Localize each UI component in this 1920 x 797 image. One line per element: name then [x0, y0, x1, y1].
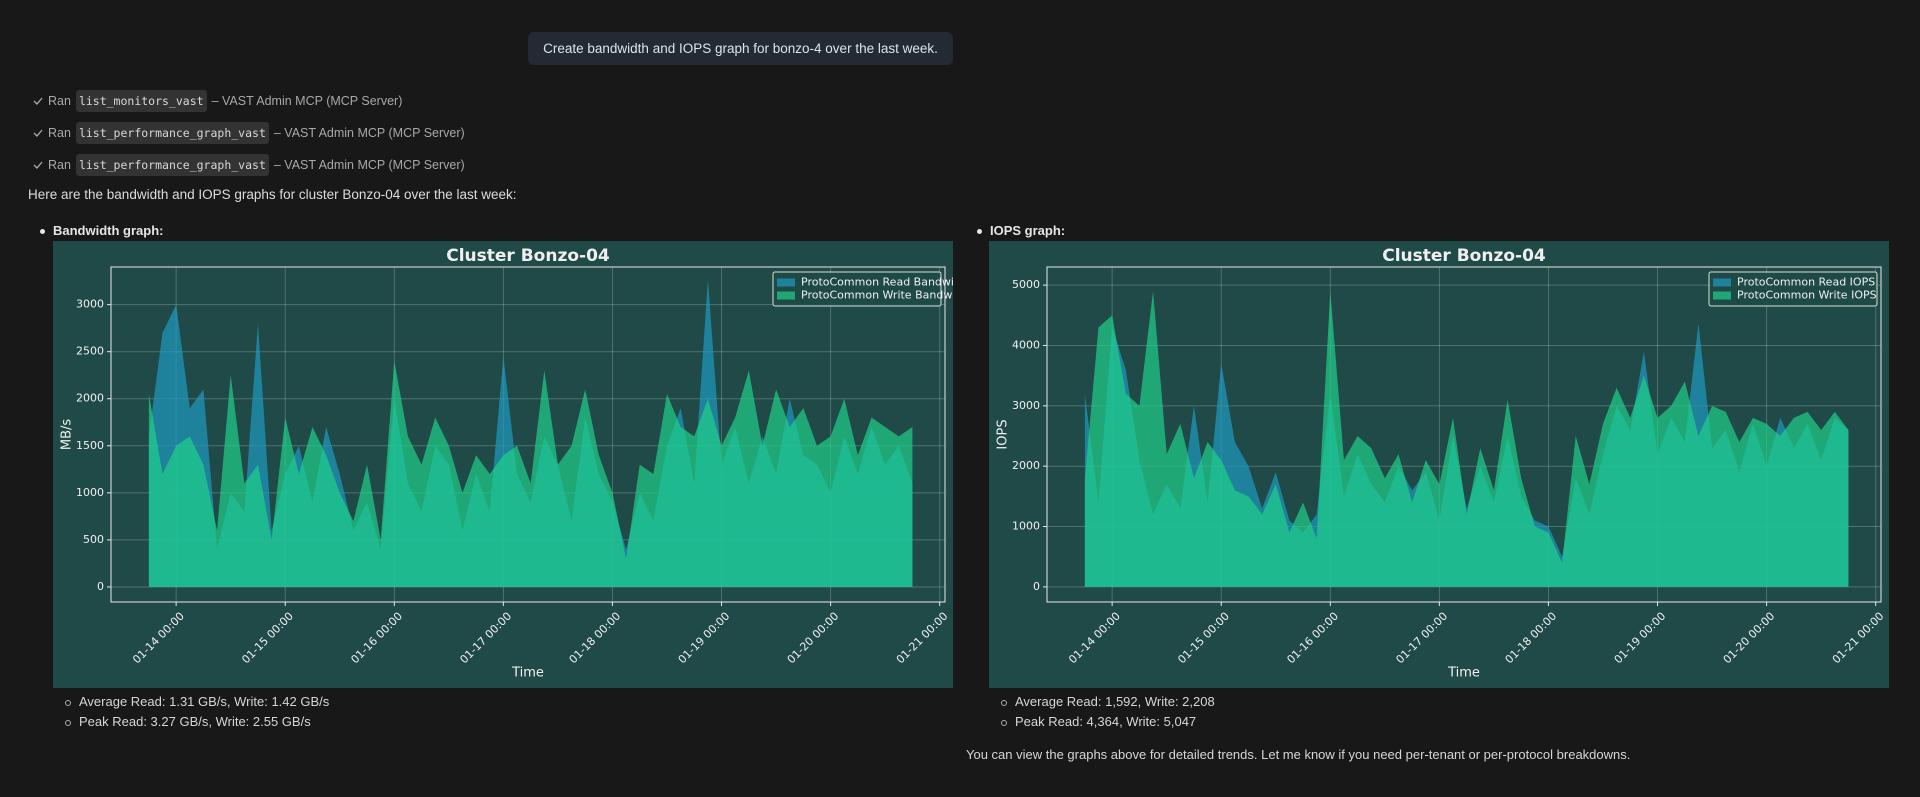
- legend-label: ProtoCommon Write Bandwidth: [801, 289, 953, 302]
- tool-source: – VAST Admin MCP (MCP Server): [211, 94, 403, 108]
- x-tick-label: 01-17 00:00: [1393, 610, 1450, 667]
- legend-box: [1708, 271, 1878, 307]
- y-tick-label: 1500: [76, 439, 104, 452]
- x-tick-label: 01-16 00:00: [348, 610, 405, 667]
- x-tick-label: 01-18 00:00: [1503, 610, 1560, 667]
- x-tick-label: 01-18 00:00: [567, 610, 624, 667]
- tool-call[interactable]: Ran list_performance_graph_vast – VAST A…: [33, 154, 465, 176]
- chart-panel: Cluster Bonzo-04 MB/s Time 0 500 1000 1500 2000…: [53, 241, 974, 688]
- chart-title: Cluster Bonzo-04: [446, 246, 610, 266]
- legend: ProtoCommon Read BandwidthProtoCommon Wr…: [772, 271, 974, 307]
- x-tick-label: 01-15 00:00: [239, 610, 296, 667]
- x-tick-label: 01-17 00:00: [457, 610, 514, 667]
- user-prompt: Create bandwidth and IOPS graph for bonz…: [528, 32, 953, 65]
- y-axis-label: MB/s: [60, 419, 75, 451]
- area: [1084, 291, 1849, 587]
- x-tick-label: 01-21 00:00: [894, 610, 951, 667]
- chart-panel: Cluster Bonzo-04 IOPS Time 0 1000 2000 3000 400…: [989, 241, 1889, 688]
- x-axis-label: Time: [1447, 666, 1480, 681]
- tool-status: Ran: [48, 126, 71, 140]
- tool-name: list_performance_graph_vast: [75, 122, 269, 144]
- y-tick-label: 2500: [76, 345, 104, 358]
- stat-note: Average Read: 1,592, Write: 2,208: [1001, 694, 1215, 709]
- legend-swatch: [777, 278, 795, 287]
- x-tick-label: 01-20 00:00: [785, 610, 842, 667]
- x-axis-label: Time: [511, 666, 544, 681]
- y-tick-label: 1000: [1012, 520, 1040, 533]
- x-tick-label: 01-19 00:00: [676, 610, 733, 667]
- y-tick-label: 500: [83, 533, 104, 546]
- x-tick-label: 01-14 00:00: [130, 610, 187, 667]
- section-heading: IOPS graph:: [977, 223, 1065, 238]
- legend-swatch: [777, 291, 795, 300]
- chart: Cluster Bonzo-04 MB/s Time 0 500 1000 1500 2000…: [60, 246, 974, 681]
- legend-label: ProtoCommon Write IOPS: [1737, 289, 1877, 302]
- y-tick-label: 0: [1033, 580, 1040, 593]
- intro-text: Here are the bandwidth and IOPS graphs f…: [28, 187, 517, 202]
- chart-title: Cluster Bonzo-04: [1382, 246, 1546, 266]
- axes-frame: [1046, 266, 1882, 603]
- y-tick-label: 1000: [76, 486, 104, 499]
- x-tick-label: 01-15 00:00: [1175, 610, 1232, 667]
- y-tick-label: 4000: [1012, 338, 1040, 351]
- stat-note: Average Read: 1.31 GB/s, Write: 1.42 GB/…: [65, 694, 329, 709]
- tool-call[interactable]: Ran list_performance_graph_vast – VAST A…: [33, 122, 465, 144]
- section-heading: Bandwidth graph:: [40, 223, 164, 238]
- axes-frame: [110, 266, 946, 603]
- tool-call[interactable]: Ran list_monitors_vast – VAST Admin MCP …: [33, 90, 403, 112]
- y-tick-label: 3000: [1012, 399, 1040, 412]
- tool-status: Ran: [48, 94, 71, 108]
- closing-text: You can view the graphs above for detail…: [966, 747, 1631, 762]
- tool-name: list_monitors_vast: [75, 90, 207, 112]
- y-tick-label: 3000: [76, 298, 104, 311]
- stat-note: Peak Read: 4,364, Write: 5,047: [1001, 714, 1196, 729]
- chart: Cluster Bonzo-04 IOPS Time 0 1000 2000 3000 400…: [996, 246, 1887, 681]
- tool-status: Ran: [48, 158, 71, 172]
- y-tick-label: 0: [97, 580, 104, 593]
- x-tick-label: 01-20 00:00: [1721, 610, 1778, 667]
- y-tick-label: 5000: [1012, 278, 1040, 291]
- tool-source: – VAST Admin MCP (MCP Server): [273, 126, 465, 140]
- legend-label: ProtoCommon Read Bandwidth: [801, 276, 953, 289]
- tool-source: – VAST Admin MCP (MCP Server): [273, 158, 465, 172]
- y-tick-label: 2000: [1012, 459, 1040, 472]
- tool-name: list_performance_graph_vast: [75, 154, 269, 176]
- check-icon: [33, 161, 43, 169]
- area: [148, 361, 913, 587]
- legend-box: [772, 271, 942, 307]
- legend-swatch: [1713, 291, 1731, 300]
- y-axis-label: IOPS: [996, 419, 1011, 449]
- legend-swatch: [1713, 278, 1731, 287]
- y-tick-label: 2000: [76, 392, 104, 405]
- x-tick-label: 01-16 00:00: [1284, 610, 1341, 667]
- legend-label: ProtoCommon Read IOPS: [1737, 276, 1875, 289]
- x-tick-label: 01-14 00:00: [1066, 610, 1123, 667]
- stat-note: Peak Read: 3.27 GB/s, Write: 2.55 GB/s: [65, 714, 311, 729]
- x-tick-label: 01-19 00:00: [1612, 610, 1669, 667]
- check-icon: [33, 129, 43, 137]
- x-tick-label: 01-21 00:00: [1830, 610, 1887, 667]
- check-icon: [33, 97, 43, 105]
